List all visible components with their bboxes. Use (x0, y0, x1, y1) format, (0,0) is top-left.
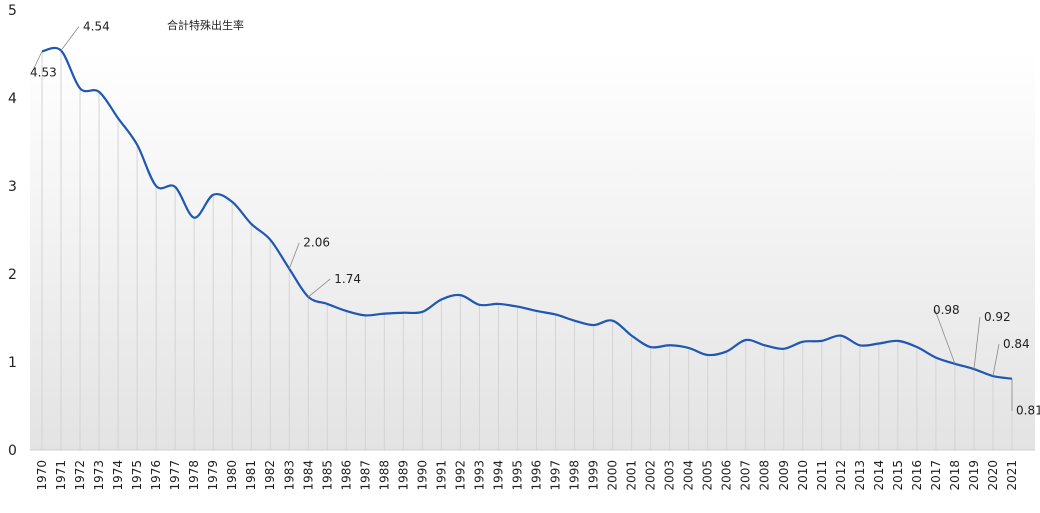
y-axis: 0 1 2 3 4 5 (8, 3, 17, 459)
x-tick-label: 1989 (396, 460, 410, 491)
x-tick-label: 1970 (35, 460, 49, 491)
data-label-leader (308, 278, 331, 298)
x-tick-label: 2017 (929, 460, 943, 491)
data-label: 0.98 (933, 303, 960, 317)
data-label: 2.06 (303, 236, 330, 250)
x-tick-label: 1993 (472, 460, 486, 491)
x-tick-label: 1977 (168, 460, 182, 491)
x-tick-label: 1991 (434, 460, 448, 491)
x-tick-label: 2016 (910, 460, 924, 491)
x-tick-label: 2018 (948, 460, 962, 491)
x-tick-label: 2003 (663, 460, 677, 491)
x-tick-label: 2015 (891, 460, 905, 491)
x-tick-label: 1982 (263, 460, 277, 491)
x-tick-label: 2011 (815, 460, 829, 491)
x-tick-label: 1973 (92, 460, 106, 491)
data-label: 4.53 (30, 65, 57, 79)
x-tick-label: 1984 (301, 460, 315, 491)
x-tick-label: 1976 (149, 460, 163, 491)
data-label: 4.54 (83, 19, 110, 33)
plot-background (30, 50, 1035, 450)
data-label: 0.84 (1003, 337, 1030, 351)
data-label: 0.92 (984, 310, 1011, 324)
x-tick-label: 2014 (872, 460, 886, 491)
y-tick-label: 5 (8, 3, 17, 19)
series-line (41, 46, 1013, 380)
x-tick-label: 2009 (777, 460, 791, 491)
y-tick-label: 1 (8, 355, 17, 371)
x-tick-label: 1985 (320, 460, 334, 491)
x-tick-label: 1997 (549, 460, 563, 491)
x-tick-label: 2010 (796, 460, 810, 491)
data-labels: 4.53 4.54 2.06 1.74 0.98 0.92 0.84 0.81 (30, 19, 1040, 417)
y-tick-label: 2 (8, 267, 17, 283)
x-tick-label: 2005 (701, 460, 715, 491)
y-tick-label: 3 (8, 179, 17, 195)
x-tick-label: 1987 (358, 460, 372, 491)
x-tick-label: 1992 (453, 460, 467, 491)
x-tick-label: 2012 (834, 460, 848, 491)
x-tick-label: 1986 (339, 460, 353, 491)
x-tick-label: 2019 (967, 460, 981, 491)
legend-label: 合計特殊出生率 (167, 18, 244, 32)
x-tick-label: 1974 (111, 460, 125, 491)
x-tick-label: 2006 (720, 460, 734, 491)
data-label-leader (60, 26, 80, 51)
x-axis: 1970 1971 1972 1973 1974 1975 1976 1977 1978 1979… (30, 449, 1035, 491)
x-tick-label: 2008 (758, 460, 772, 491)
x-tick-label: 1971 (54, 460, 68, 491)
x-tick-label: 1994 (491, 460, 505, 491)
data-label-leader (934, 309, 956, 364)
x-tick-label: 1996 (530, 460, 544, 491)
x-tick-label: 2020 (986, 460, 1000, 491)
drop-lines (41, 50, 1013, 450)
data-label-leader (973, 316, 981, 370)
x-tick-label: 1972 (73, 460, 87, 491)
data-label: 1.74 (334, 272, 361, 286)
x-tick-label: 1978 (187, 460, 201, 491)
data-label-leader (288, 242, 300, 269)
x-tick-label: 1988 (377, 460, 391, 491)
x-tick-label: 1999 (587, 460, 601, 491)
x-tick-label: 2002 (644, 460, 658, 491)
data-label-leader (31, 51, 43, 73)
x-tick-label: 1980 (225, 460, 239, 491)
y-tick-label: 0 (8, 443, 17, 459)
x-tick-label: 1975 (130, 460, 144, 491)
x-tick-label: 1981 (244, 460, 258, 491)
x-tick-label: 1998 (568, 460, 582, 491)
x-tick-label: 2007 (739, 460, 753, 491)
x-tick-label: 2000 (606, 460, 620, 491)
x-tick-label: 2013 (853, 460, 867, 491)
y-tick-label: 4 (8, 91, 17, 107)
x-tick-label: 1979 (206, 460, 220, 491)
data-label: 0.81 (1016, 404, 1040, 418)
x-tick-label: 2021 (1005, 460, 1019, 491)
x-tick-label: 1983 (282, 460, 296, 491)
x-tick-label: 1990 (415, 460, 429, 491)
x-tick-label: 2004 (682, 460, 696, 491)
x-tick-label: 2001 (625, 460, 639, 491)
data-label-leader (992, 344, 1000, 377)
x-tick-label: 1995 (510, 460, 524, 491)
